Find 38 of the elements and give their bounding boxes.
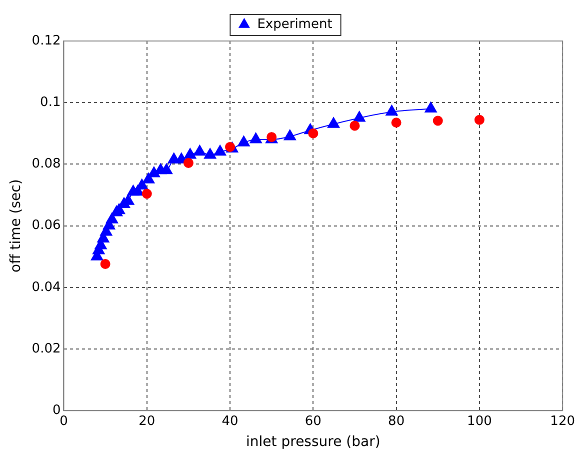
point [386,104,398,116]
point [194,144,206,156]
point [183,158,194,168]
point [350,120,360,131]
y-tick-label: 0.02 [32,341,61,356]
legend-label: Experiment [257,16,332,32]
point [160,163,173,174]
x-tick-label: 100 [467,414,492,429]
point [432,116,443,126]
point [250,132,262,144]
y-tick-label: 0.06 [32,218,61,234]
point [391,118,402,128]
point [474,114,484,125]
x-tick-label: 60 [304,414,322,429]
point [424,102,437,113]
x-tick-label: 80 [388,414,405,429]
point [225,142,236,152]
point [100,258,110,269]
point [308,128,318,138]
point [142,172,155,184]
point [238,136,250,146]
y-axis-title: off time (sec) [8,179,24,272]
point [142,188,152,199]
point [284,129,296,140]
y-tick-label: 0.08 [32,156,61,172]
point [353,111,366,122]
y-tick-label: 0.04 [32,280,61,295]
point [184,148,196,159]
x-tick-label: 120 [550,414,576,429]
y-tick-label: 0 [52,402,61,418]
y-tick-label: 0.1 [40,94,61,110]
x-axis-title: inlet pressure (bar) [246,434,380,450]
point [327,117,340,128]
x-tick-label: 40 [222,414,238,429]
y-tick-label: 0.12 [32,33,61,48]
point [214,144,226,156]
point [204,148,216,159]
x-tick-label: 20 [138,414,156,429]
